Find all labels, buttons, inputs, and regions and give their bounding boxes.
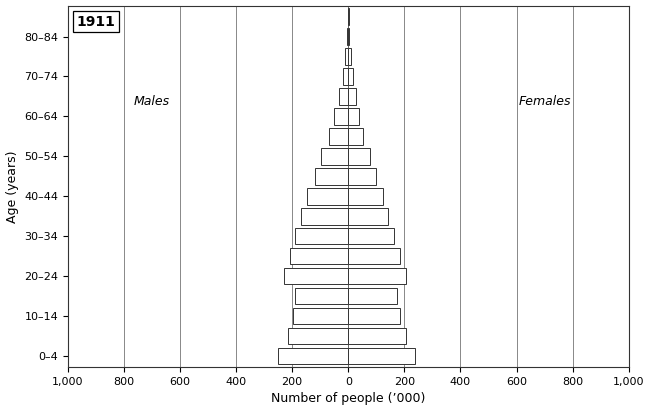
- Bar: [295, 228, 348, 245]
- Bar: [321, 148, 348, 164]
- Bar: [315, 168, 348, 185]
- Bar: [348, 268, 406, 284]
- Bar: [343, 68, 348, 85]
- Bar: [348, 108, 359, 125]
- Bar: [348, 228, 394, 245]
- Bar: [284, 268, 348, 284]
- Bar: [348, 148, 370, 164]
- Bar: [346, 28, 348, 45]
- Bar: [278, 348, 348, 365]
- Bar: [348, 128, 363, 145]
- Bar: [290, 248, 348, 264]
- Bar: [329, 128, 348, 145]
- Y-axis label: Age (years): Age (years): [6, 150, 19, 223]
- Bar: [348, 328, 406, 344]
- Bar: [348, 308, 400, 324]
- Bar: [348, 28, 350, 45]
- Text: 1911: 1911: [76, 15, 115, 29]
- Bar: [345, 48, 348, 65]
- X-axis label: Number of people (’000): Number of people (’000): [271, 393, 426, 405]
- Bar: [348, 88, 356, 105]
- Bar: [348, 248, 400, 264]
- Bar: [348, 68, 353, 85]
- Bar: [333, 108, 348, 125]
- Bar: [292, 308, 348, 324]
- Bar: [348, 188, 383, 205]
- Bar: [288, 328, 348, 344]
- Bar: [307, 188, 348, 205]
- Bar: [348, 208, 388, 224]
- Bar: [348, 168, 376, 185]
- Text: Males: Males: [134, 95, 170, 108]
- Text: Females: Females: [518, 95, 571, 108]
- Bar: [339, 88, 348, 105]
- Bar: [295, 288, 348, 305]
- Bar: [348, 288, 397, 305]
- Bar: [348, 348, 415, 365]
- Bar: [348, 48, 350, 65]
- Bar: [300, 208, 348, 224]
